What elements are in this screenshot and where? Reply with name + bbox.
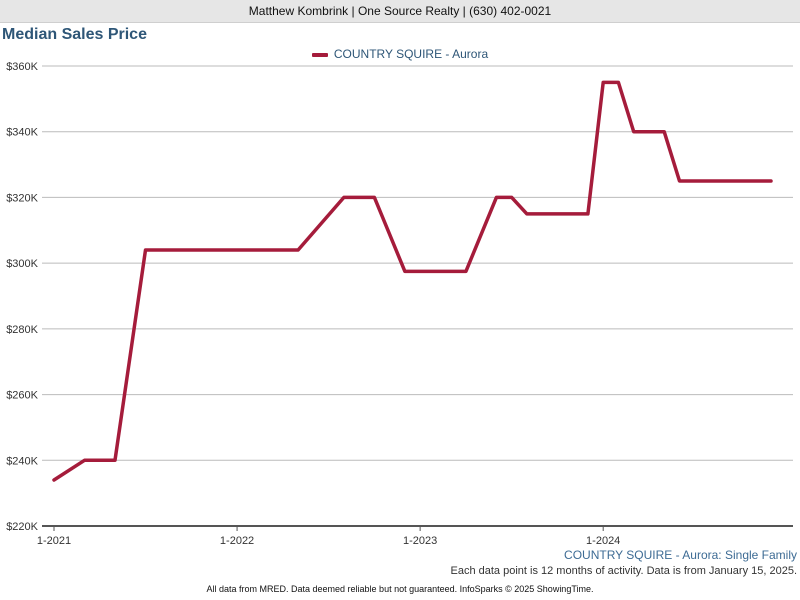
source-label: COUNTRY SQUIRE - Aurora: Single Family [564,548,797,562]
grid-lines [42,65,793,461]
y-tick-label: $260K [6,390,38,402]
x-tick-label: 1-2022 [220,535,254,547]
chart-title: Median Sales Price [2,26,147,43]
x-tick-label: 1-2024 [586,535,620,547]
x-tick-label: 1-2021 [37,535,71,547]
legend-swatch [311,52,328,57]
y-tick-label: $220K [6,521,38,533]
y-tick-label: $240K [6,455,38,467]
chart-legend: COUNTRY SQUIRE - Aurora [0,47,800,61]
line-chart: $220K $240K $260K $280K $300K $320K $340K $360K… [6,61,793,547]
data-note: Each data point is 12 months of activity… [450,565,797,577]
y-tick-label: $280K [6,324,38,336]
header-bar: Matthew Kombrink | One Source Realty | (… [0,0,800,23]
y-tick-label: $360K [6,61,38,73]
y-axis-labels: $220K $240K $260K $280K $300K $320K $340K $360K [6,61,38,533]
y-tick-label: $300K [6,258,38,270]
x-tick-label: 1-2023 [403,535,437,547]
x-axis: 1-2021 1-2022 1-2023 1-2024 [37,525,793,547]
series-line [52,80,773,482]
disclaimer: All data from MRED. Data deemed reliable… [206,584,594,594]
legend-label: COUNTRY SQUIRE - Aurora [333,47,489,61]
y-tick-label: $320K [6,192,38,204]
y-tick-label: $340K [6,127,38,139]
series-layer [52,80,773,482]
agent-contact-line: Matthew Kombrink | One Source Realty | (… [248,4,552,18]
